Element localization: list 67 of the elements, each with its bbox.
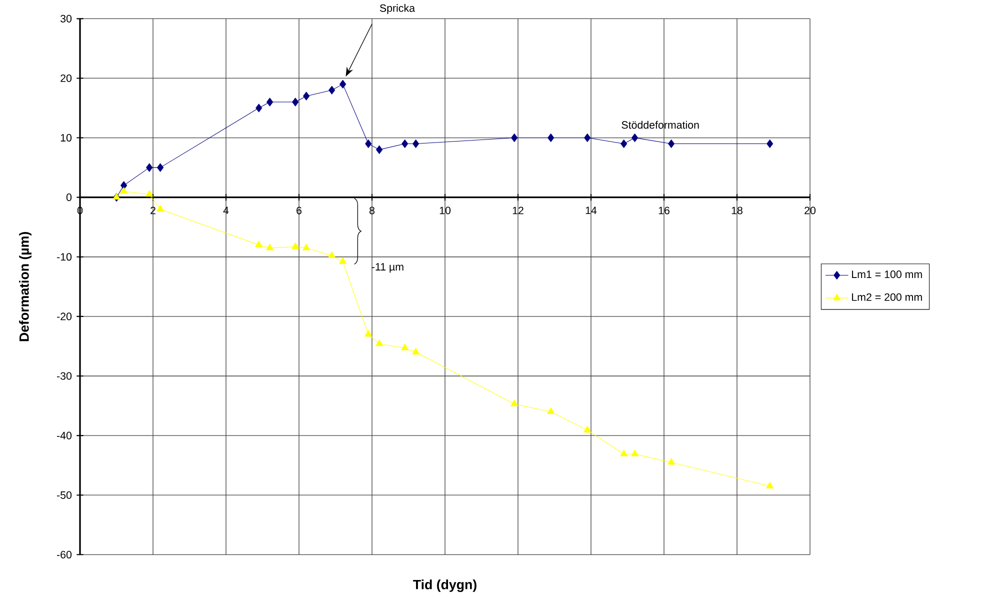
y-tick-label: 10 <box>60 134 72 142</box>
point <box>668 139 675 148</box>
point <box>548 134 554 142</box>
point <box>584 426 592 432</box>
x-tick-label: 12 <box>512 206 524 214</box>
point <box>340 80 346 88</box>
x-tick-label: 14 <box>586 206 597 214</box>
x-tick-label: 4 <box>223 206 229 214</box>
point <box>146 190 154 197</box>
legend-label: Lm2 = 200 mm <box>852 293 922 301</box>
point <box>120 187 128 194</box>
point <box>328 251 336 258</box>
point <box>668 458 676 465</box>
point <box>402 139 408 148</box>
point <box>256 104 262 112</box>
x-tick-label: 2 <box>150 206 156 214</box>
y-tick-label: -10 <box>57 253 72 261</box>
y-tick-label: -20 <box>57 312 72 320</box>
point <box>401 344 409 350</box>
point <box>620 139 628 148</box>
point <box>303 92 310 100</box>
y-tick-label: 30 <box>60 14 72 22</box>
y-tick-label: -50 <box>57 491 72 499</box>
point <box>146 163 153 172</box>
point <box>255 240 263 248</box>
y-tick-label: 0 <box>66 194 72 202</box>
y-tick-label: -30 <box>57 372 72 380</box>
annotation: Stöddeformation <box>622 120 699 129</box>
point <box>412 348 420 354</box>
point <box>547 407 555 414</box>
point <box>584 134 591 142</box>
point <box>631 450 639 456</box>
x-tick-label: 16 <box>658 206 670 214</box>
point <box>766 139 774 148</box>
point <box>510 400 518 406</box>
point <box>266 98 274 106</box>
annotation: -11 µm <box>372 263 404 273</box>
point <box>412 139 420 148</box>
x-tick-label: 10 <box>440 206 451 214</box>
point <box>339 257 347 264</box>
point <box>376 145 383 154</box>
point <box>364 330 372 337</box>
point <box>365 139 372 148</box>
point <box>292 242 300 250</box>
x-tick-label: 8 <box>369 206 374 214</box>
point <box>156 204 164 212</box>
y-tick-label: -40 <box>57 432 72 440</box>
point <box>766 482 774 488</box>
point <box>302 244 310 250</box>
point <box>157 163 164 172</box>
x-tick-label: 18 <box>732 206 742 214</box>
text: Spricka <box>380 4 416 14</box>
point <box>376 340 384 346</box>
y-axis-title: Deformation (µm) <box>19 232 32 342</box>
x-tick-label: 20 <box>804 206 816 214</box>
point <box>292 98 299 106</box>
x-axis-title: Tid (dygn) <box>413 579 476 592</box>
point <box>511 134 518 142</box>
point <box>266 244 274 250</box>
x-tick-label: 6 <box>296 206 302 214</box>
point <box>328 86 336 94</box>
point <box>120 181 128 190</box>
y-tick-label: 20 <box>60 74 72 82</box>
legend-label: Lm1 = 100 mm <box>852 270 922 278</box>
point <box>632 134 638 142</box>
y-tick-label: -60 <box>57 550 72 558</box>
point <box>620 450 628 456</box>
